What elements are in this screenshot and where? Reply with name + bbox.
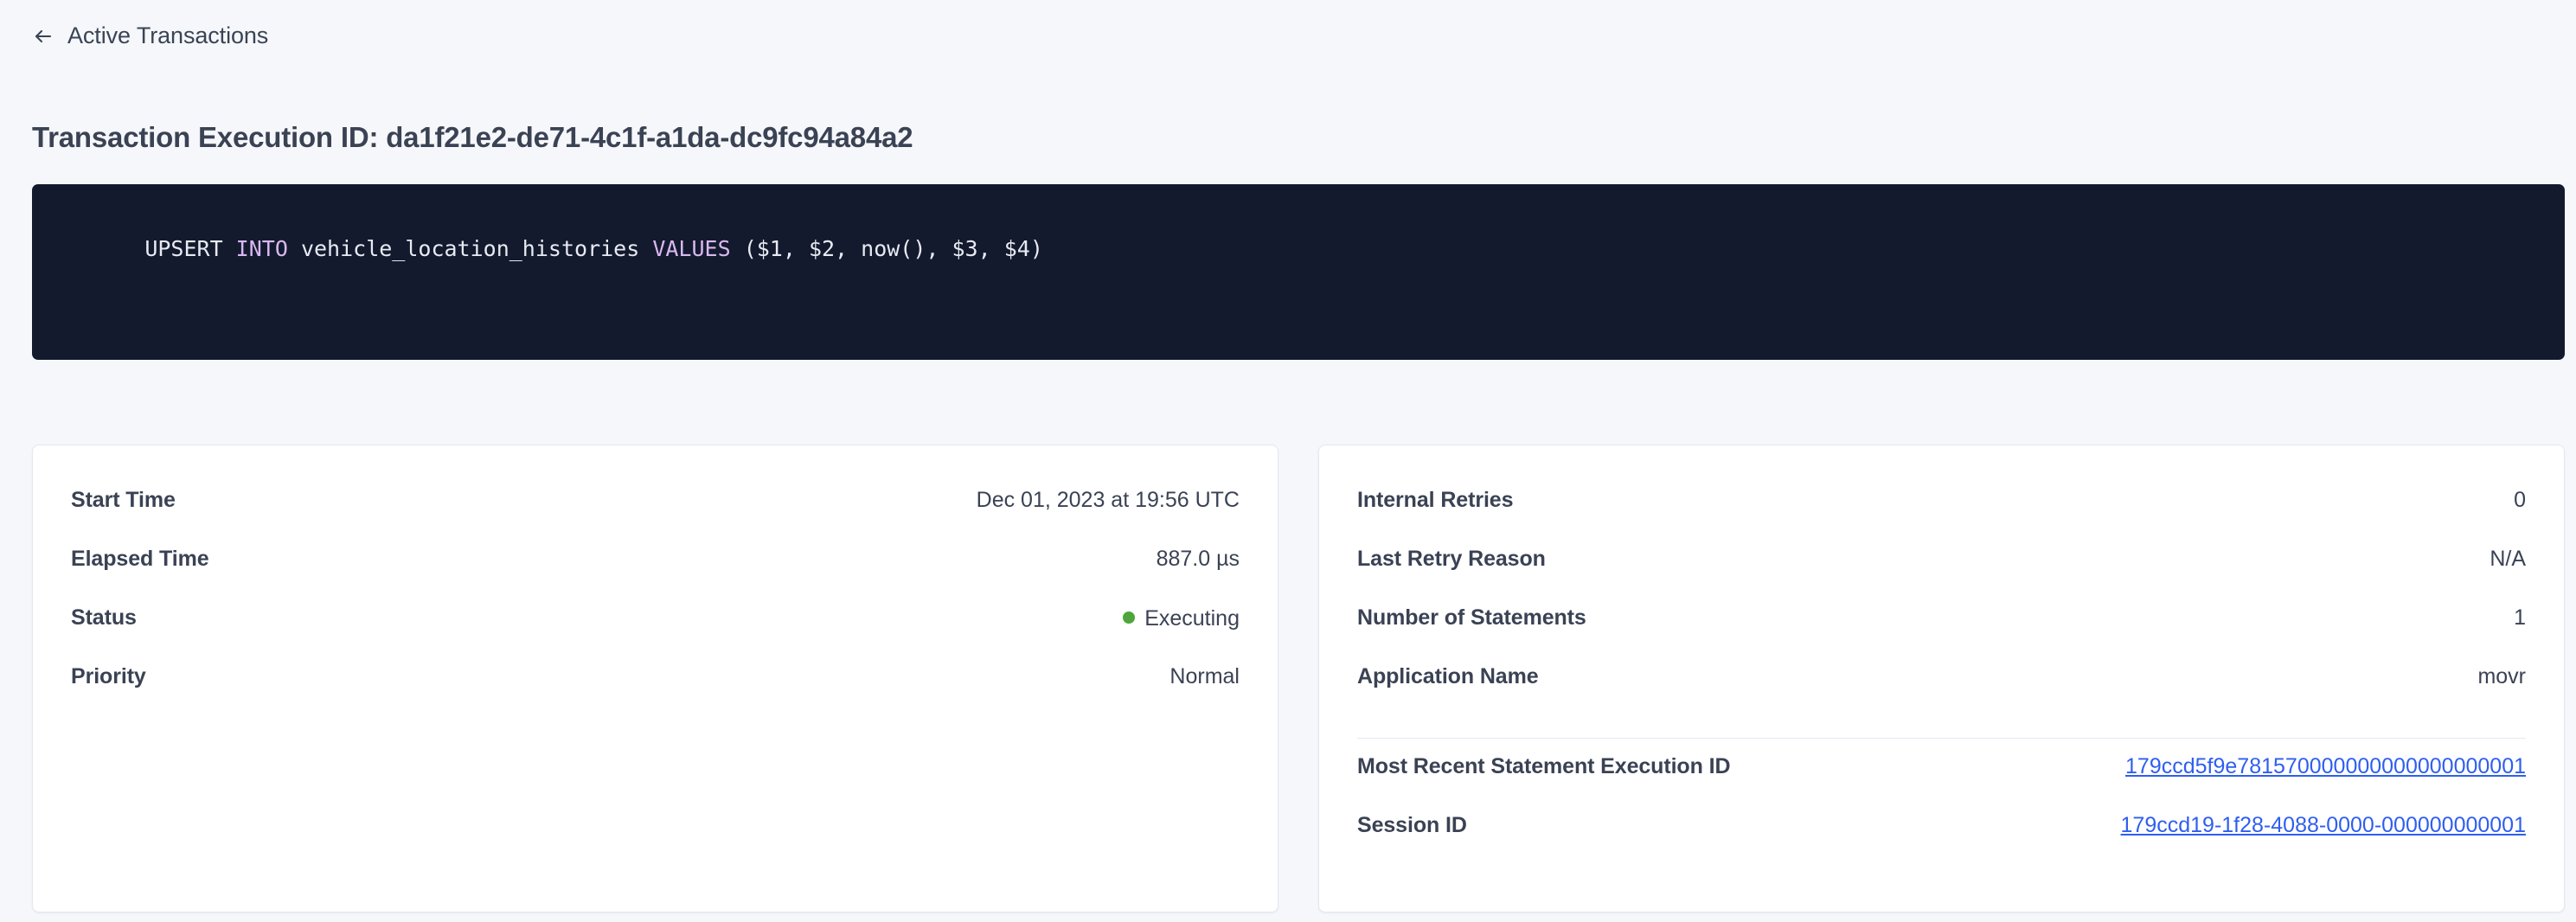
status-badge: Executing [1123,606,1240,631]
sql-token-3: VALUES [652,236,744,261]
sql-token-0: UPSERT [144,236,236,261]
row-value-status: Executing [1144,605,1240,631]
back-to-active-transactions-link[interactable]: Active Transactions [32,24,268,48]
table-row: Last Retry Reason N/A [1357,547,2526,605]
row-label-number-of-statements: Number of Statements [1357,605,1586,630]
sql-token-1: INTO [235,236,301,261]
sql-statement-code-block: UPSERT INTO vehicle_location_histories V… [32,184,2565,360]
most-recent-statement-execution-id-link[interactable]: 179ccd5f9e781570000000000000000001 [2125,754,2526,778]
table-row: Start Time Dec 01, 2023 at 19:56 UTC [71,488,1240,547]
transaction-details-card: Internal Retries 0 Last Retry Reason N/A… [1318,445,2565,912]
transaction-summary-card: Start Time Dec 01, 2023 at 19:56 UTC Ela… [32,445,1278,912]
sql-statement-line: UPSERT INTO vehicle_location_histories V… [67,210,2530,288]
row-value-application-name: movr [2477,664,2526,688]
row-value-last-retry-reason: N/A [2489,547,2526,571]
row-value-elapsed-time: 887.0 µs [1156,547,1240,571]
table-row: Application Name movr [1357,664,2526,723]
row-label-most-recent-statement-execution-id: Most Recent Statement Execution ID [1357,754,1731,778]
status-dot-green-icon [1123,611,1136,624]
table-row: Session ID 179ccd19-1f28-4088-0000-00000… [1357,813,2526,872]
table-row: Status Executing [71,605,1240,664]
session-id-link[interactable]: 179ccd19-1f28-4088-0000-000000000001 [2120,813,2526,837]
row-value-start-time: Dec 01, 2023 at 19:56 UTC [976,488,1240,512]
row-value-internal-retries: 0 [2514,488,2526,512]
table-row: Priority Normal [71,664,1240,723]
table-row: Elapsed Time 887.0 µs [71,547,1240,605]
card-divider [1357,738,2526,739]
row-value-priority: Normal [1169,664,1240,688]
row-label-priority: Priority [71,664,146,688]
row-label-elapsed-time: Elapsed Time [71,547,209,571]
back-link-label: Active Transactions [67,22,269,48]
table-row: Most Recent Statement Execution ID 179cc… [1357,754,2526,813]
table-row: Internal Retries 0 [1357,488,2526,547]
sql-token-4: ($1, $2, now(), $3, $4) [743,236,1043,261]
page-title: Transaction Execution ID: da1f21e2-de71-… [32,121,913,153]
row-label-last-retry-reason: Last Retry Reason [1357,547,1546,571]
row-label-start-time: Start Time [71,488,176,512]
row-value-number-of-statements: 1 [2514,605,2526,630]
row-label-application-name: Application Name [1357,664,1539,688]
table-row: Number of Statements 1 [1357,605,2526,664]
row-label-status: Status [71,605,137,630]
row-label-session-id: Session ID [1357,813,1467,837]
arrow-left-icon [32,25,54,48]
sql-token-2: vehicle_location_histories [300,236,653,261]
row-label-internal-retries: Internal Retries [1357,488,1514,512]
